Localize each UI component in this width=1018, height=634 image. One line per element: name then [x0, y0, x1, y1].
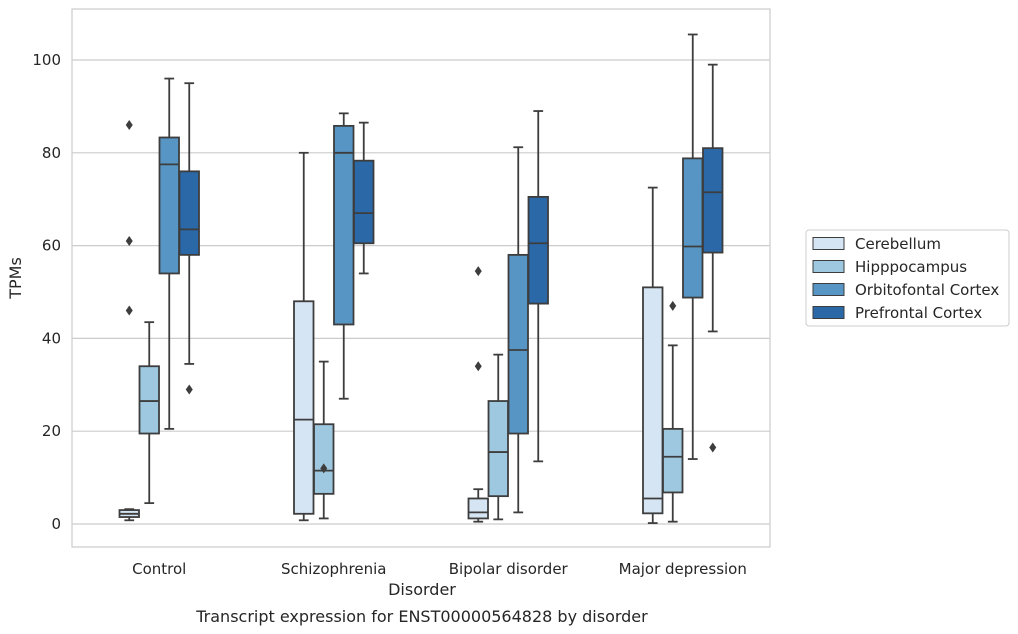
x-axis-title: Disorder — [388, 580, 456, 599]
box-iqr — [313, 423, 335, 495]
outlier-point — [709, 442, 717, 453]
box-iqr — [467, 497, 489, 520]
box-iqr — [662, 427, 684, 494]
box-iqr — [293, 300, 315, 515]
box-orbitofontal-cortex — [507, 146, 529, 514]
box-iqr — [178, 170, 200, 256]
box-prefrontal-cortex — [178, 82, 200, 395]
box-iqr — [333, 124, 355, 326]
box-orbitofontal-cortex — [682, 33, 704, 460]
legend-swatch — [812, 260, 845, 273]
y-tick-labels: 0 20 40 60 80 100 — [32, 51, 61, 533]
box-cerebellum — [467, 266, 489, 523]
box-iqr — [682, 157, 704, 299]
outlier-point — [474, 266, 482, 277]
box-prefrontal-cortex — [702, 63, 724, 453]
box-hipppocampus — [313, 360, 335, 520]
x-tick-label: Control — [132, 560, 186, 578]
legend-label: Hipppocampus — [855, 258, 967, 276]
y-tick-label: 100 — [32, 51, 61, 69]
box-prefrontal-cortex — [527, 110, 549, 463]
y-axis-title: TPMs — [6, 257, 25, 300]
x-tick-labels: Control Schizophrenia Bipolar disorder Majo… — [132, 560, 747, 578]
x-tick-label: Bipolar disorder — [449, 560, 569, 578]
legend-swatch — [812, 283, 845, 296]
box-iqr — [507, 253, 529, 435]
box-hipppocampus — [138, 321, 160, 505]
box-cerebellum — [642, 186, 664, 524]
boxes — [118, 33, 724, 524]
box-iqr — [138, 365, 160, 435]
outlier-point — [320, 463, 328, 474]
y-tick-label: 0 — [51, 515, 61, 533]
x-tick-label: Schizophrenia — [281, 560, 386, 578]
legend-frame — [805, 229, 1010, 327]
x-tick-label: Major depression — [619, 560, 747, 578]
legend-swatch — [812, 306, 845, 319]
box-iqr — [353, 159, 375, 245]
box-iqr — [642, 286, 664, 515]
chart-caption: Transcript expression for ENST0000056482… — [195, 607, 648, 626]
box-iqr — [158, 136, 180, 275]
y-tick-label: 80 — [42, 144, 61, 162]
box-iqr — [702, 147, 724, 254]
box-prefrontal-cortex — [353, 121, 375, 275]
legend-label: Prefrontal Cortex — [855, 304, 982, 322]
y-tick-label: 60 — [42, 237, 61, 255]
outlier-point — [474, 361, 482, 372]
legend-swatch — [812, 237, 845, 250]
box-iqr — [527, 195, 549, 305]
box-cerebellum — [293, 151, 315, 522]
box-hipppocampus — [662, 300, 684, 523]
outlier-point — [125, 119, 133, 130]
box-orbitofontal-cortex — [158, 77, 180, 430]
y-tick-label: 40 — [42, 329, 61, 347]
y-tick-label: 20 — [42, 422, 61, 440]
outlier-point — [125, 305, 133, 316]
box-iqr — [487, 400, 509, 498]
box-cerebellum — [118, 119, 140, 522]
box-hipppocampus — [487, 353, 509, 521]
legend-label: Orbitofontal Cortex — [855, 281, 999, 299]
outlier-point — [669, 300, 677, 311]
legend-label: Cerebellum — [855, 235, 941, 253]
legend: Cerebellum Hipppocampus Orbitofontal Corte… — [805, 229, 1010, 327]
outlier-point — [185, 384, 193, 395]
outlier-point — [125, 235, 133, 246]
